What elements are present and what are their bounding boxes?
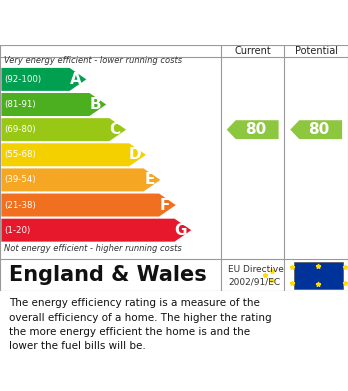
Text: Very energy efficient - lower running costs: Very energy efficient - lower running co… bbox=[4, 56, 182, 65]
Polygon shape bbox=[290, 120, 342, 139]
Text: EU Directive: EU Directive bbox=[228, 265, 284, 274]
Text: F: F bbox=[160, 197, 170, 213]
Text: (81-91): (81-91) bbox=[4, 100, 36, 109]
Text: (21-38): (21-38) bbox=[4, 201, 36, 210]
Text: Energy Efficiency Rating: Energy Efficiency Rating bbox=[9, 23, 230, 38]
Text: Current: Current bbox=[234, 46, 271, 56]
Text: 80: 80 bbox=[308, 122, 330, 137]
Polygon shape bbox=[227, 120, 279, 139]
Text: (39-54): (39-54) bbox=[4, 176, 36, 185]
Text: B: B bbox=[89, 97, 101, 112]
Text: 80: 80 bbox=[245, 122, 266, 137]
Text: (55-68): (55-68) bbox=[4, 150, 36, 159]
Text: England & Wales: England & Wales bbox=[9, 265, 206, 285]
Polygon shape bbox=[1, 68, 86, 91]
Text: The energy efficiency rating is a measure of the
overall efficiency of a home. T: The energy efficiency rating is a measur… bbox=[9, 298, 271, 352]
Polygon shape bbox=[1, 219, 191, 242]
Polygon shape bbox=[1, 169, 160, 192]
Polygon shape bbox=[1, 118, 126, 141]
Text: (92-100): (92-100) bbox=[4, 75, 41, 84]
Text: (1-20): (1-20) bbox=[4, 226, 30, 235]
Polygon shape bbox=[1, 143, 146, 166]
Text: Not energy efficient - higher running costs: Not energy efficient - higher running co… bbox=[4, 244, 182, 253]
FancyBboxPatch shape bbox=[294, 262, 343, 289]
Text: D: D bbox=[129, 147, 141, 162]
Text: E: E bbox=[144, 172, 155, 187]
Text: Potential: Potential bbox=[295, 46, 338, 56]
Text: C: C bbox=[110, 122, 121, 137]
Polygon shape bbox=[1, 93, 106, 116]
Polygon shape bbox=[1, 194, 176, 217]
Text: G: G bbox=[174, 222, 187, 238]
Text: A: A bbox=[70, 72, 81, 87]
Text: (69-80): (69-80) bbox=[4, 125, 36, 134]
Text: 2002/91/EC: 2002/91/EC bbox=[228, 277, 280, 286]
